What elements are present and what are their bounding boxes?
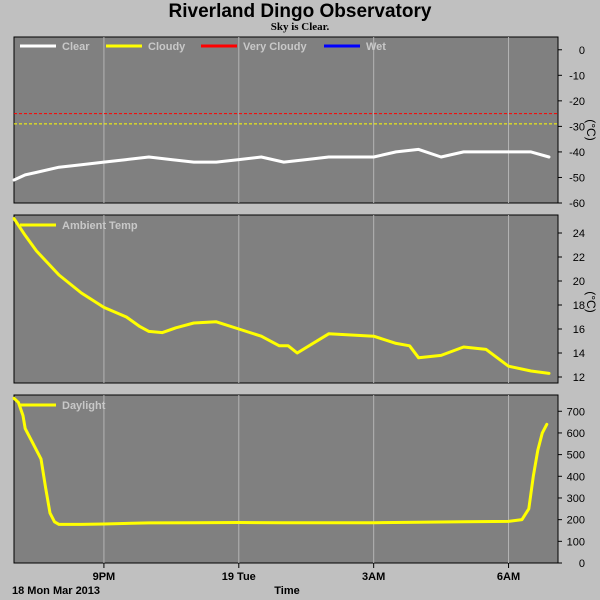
chart-title: Riverland Dingo Observatory <box>168 1 432 22</box>
daylight-legend: Daylight <box>20 400 106 412</box>
daylight-y-tick-label: 500 <box>567 450 585 462</box>
sky-temperature-y-tick-label: -60 <box>569 198 585 210</box>
ambient-temperature-y-tick-label: 18 <box>573 300 585 312</box>
sky-temp-legend: Clear Cloudy Very Cloudy Wet <box>20 41 386 53</box>
x-axis-ticks: 9PM 19 Tue 3AM 6AM <box>93 563 520 583</box>
ambient-temp-lines <box>12 217 551 375</box>
daylight-y-tick-label: 300 <box>567 493 585 505</box>
daylight-plot-area <box>13 394 559 564</box>
sky-temp-lines <box>12 147 551 182</box>
legend-label-ambient-temp: Ambient Temp <box>62 220 138 232</box>
ambient-temp-y-ticks: 24 22 20 18 16 14 12 <box>558 228 585 384</box>
ambient-temp-legend: Ambient Temp <box>20 220 138 232</box>
ambient-temperature-y-tick-label: 12 <box>573 372 585 384</box>
sky-temperature-y-tick-label: -50 <box>569 172 585 184</box>
sky-temperature-y-tick-label: -20 <box>569 96 585 108</box>
legend-label-wet: Wet <box>366 41 386 53</box>
sky-temperature-series-line <box>12 147 551 182</box>
sky-temperature-y-tick-label: -40 <box>569 147 585 159</box>
daylight-y-tick-label: 600 <box>567 428 585 440</box>
sky-temp-plot-area <box>13 36 559 204</box>
ambient-temp-plot-area <box>13 214 559 384</box>
daylight-y-tick-label: 400 <box>567 471 585 483</box>
daylight-grid <box>103 395 510 563</box>
ambient-temperature-y-tick-label: 16 <box>573 324 585 336</box>
daylight-y-tick-label: 200 <box>567 515 585 527</box>
ambient-temperature-y-tick-label: 24 <box>573 228 585 240</box>
daylight-series-line <box>12 396 549 526</box>
ambient-temp-grid <box>103 215 510 383</box>
legend-label-clear: Clear <box>62 41 90 53</box>
x-tick-label: 3AM <box>362 571 385 583</box>
daylight-lines <box>12 396 549 526</box>
daylight-panel: 700 600 500 400 300 200 100 0 Daylight <box>12 394 585 570</box>
ambient-temperature-y-tick-label: 14 <box>573 348 585 360</box>
sky-temp-thresholds <box>14 113 558 125</box>
ambient-temp-panel: 24 22 20 18 16 14 12 Ambient Temp (°C) <box>12 214 598 384</box>
sky-temp-y-unit: (°C) <box>584 119 598 140</box>
sky-status-subtitle: Sky is Clear. <box>270 21 330 33</box>
ambient-temperature-series-line <box>12 217 551 375</box>
x-tick-label: 9PM <box>93 571 116 583</box>
ambient-temp-y-unit: (°C) <box>584 291 598 312</box>
daylight-y-tick-label: 700 <box>567 406 585 418</box>
x-tick-label: 19 Tue <box>222 571 256 583</box>
sky-temperature-y-tick-label: 0 <box>579 45 585 57</box>
ambient-temperature-y-tick-label: 22 <box>573 252 585 264</box>
legend-label-cloudy: Cloudy <box>148 41 186 53</box>
sky-temperature-y-tick-label: -10 <box>569 70 585 82</box>
x-tick-label: 6AM <box>497 571 520 583</box>
sky-temp-panel: 0 -10 -20 -30 -40 -50 -60 Clear Cloudy Very Cl… <box>12 36 598 210</box>
x-axis-title: Time <box>274 585 299 597</box>
ambient-temperature-y-tick-label: 20 <box>573 276 585 288</box>
daylight-y-tick-label: 0 <box>579 558 585 570</box>
x-axis-start-label: 18 Mon Mar 2013 <box>12 585 100 597</box>
legend-label-daylight: Daylight <box>62 400 106 412</box>
legend-label-very-cloudy: Very Cloudy <box>243 41 307 53</box>
sky-temp-y-ticks: 0 -10 -20 -30 -40 -50 -60 <box>558 45 585 210</box>
sky-temp-grid <box>103 37 510 203</box>
sky-temperature-y-tick-label: -30 <box>569 121 585 133</box>
daylight-y-ticks: 700 600 500 400 300 200 100 0 <box>558 406 585 570</box>
daylight-y-tick-label: 100 <box>567 536 585 548</box>
